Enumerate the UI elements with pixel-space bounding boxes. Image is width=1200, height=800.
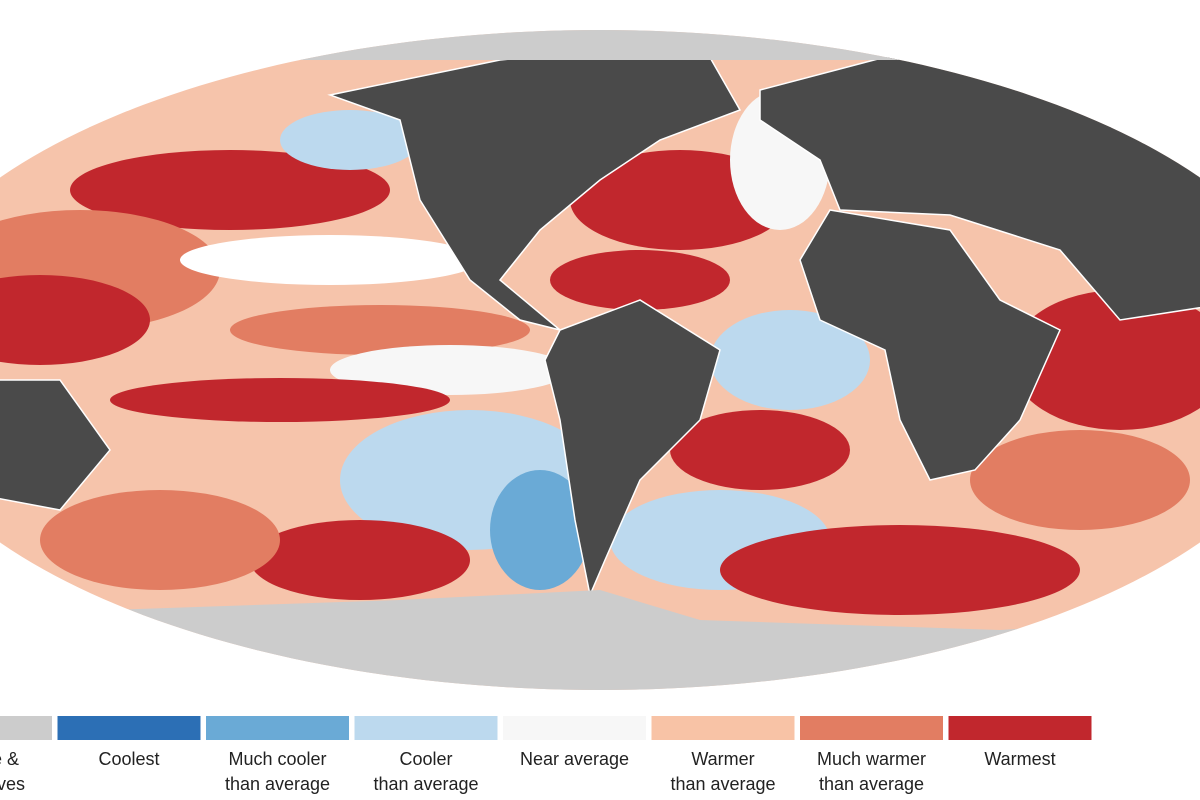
legend-label: Warmer [691, 749, 754, 769]
legend-label: Much cooler [228, 749, 326, 769]
legend-label: Much warmer [817, 749, 926, 769]
legend-swatch [800, 716, 943, 740]
anomaly-patches [0, 90, 1200, 615]
legend-label: than average [225, 774, 330, 794]
legend-label: than average [670, 774, 775, 794]
legend-label: than average [373, 774, 478, 794]
legend-label: Coolest [98, 749, 159, 769]
legend-label: ice shelves [0, 774, 25, 794]
legend-swatch [57, 716, 201, 740]
legend-label: Near average [520, 749, 629, 769]
legend-swatch [503, 716, 646, 740]
legend: Sea ice & ice shelves Coolest Much cooler th… [0, 716, 1092, 794]
map [0, 30, 1200, 690]
legend-swatch [948, 716, 1092, 740]
legend-label: than average [819, 774, 924, 794]
legend-swatch [206, 716, 349, 740]
legend-label: Cooler [399, 749, 452, 769]
legend-swatch [651, 716, 795, 740]
legend-label: Warmest [984, 749, 1055, 769]
legend-swatch [354, 716, 498, 740]
legend-swatch [0, 716, 52, 740]
legend-label: Sea ice & [0, 749, 19, 769]
